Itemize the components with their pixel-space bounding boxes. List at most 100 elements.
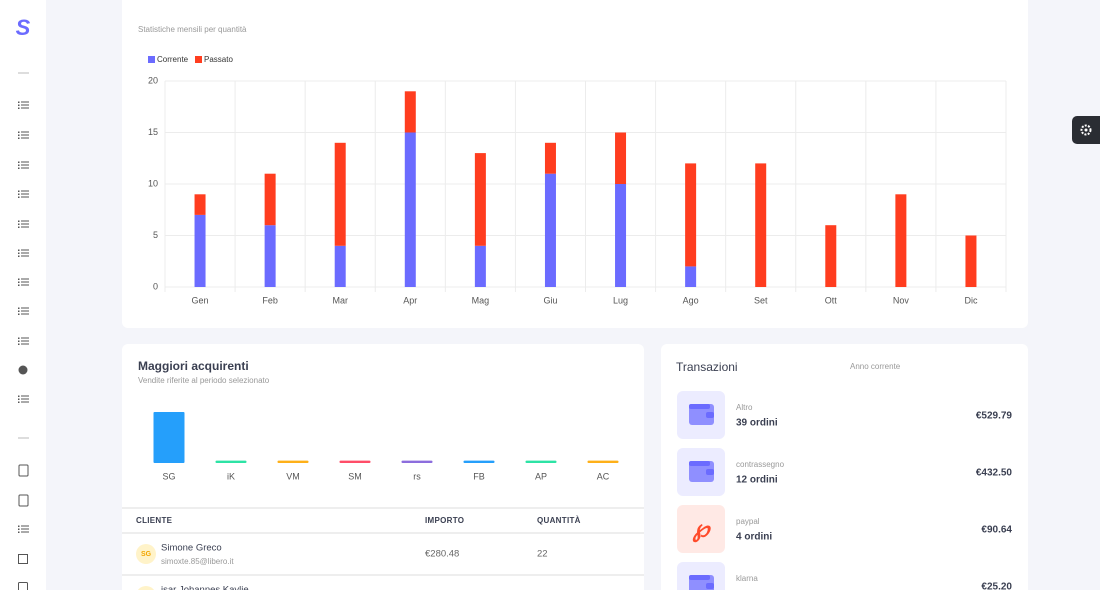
bar-segment bbox=[404, 91, 416, 133]
bar-segment bbox=[194, 214, 206, 287]
buyer-label: VM bbox=[286, 471, 300, 481]
buyer-bar bbox=[401, 460, 433, 463]
list-icon-dot bbox=[18, 220, 20, 222]
x-tick-label: Feb bbox=[262, 295, 278, 305]
wallet-icon-clasp bbox=[706, 583, 714, 589]
transaction-amount: €25.20 bbox=[981, 582, 1012, 590]
buyer-label: AC bbox=[597, 471, 610, 481]
x-tick-label: Nov bbox=[893, 295, 910, 305]
list-icon-dot bbox=[18, 223, 20, 225]
list-icon-dot bbox=[18, 196, 20, 198]
list-icon-dot bbox=[18, 161, 20, 163]
order-count: 4 ordini bbox=[736, 532, 772, 543]
x-tick-label: Lug bbox=[613, 295, 628, 305]
y-tick-label: 10 bbox=[148, 178, 158, 188]
bar-segment bbox=[685, 266, 697, 287]
list-icon-dot bbox=[18, 131, 20, 133]
buyer-label: iK bbox=[227, 471, 235, 481]
buyer-bar bbox=[277, 460, 309, 463]
badge-icon bbox=[18, 365, 28, 375]
logo[interactable]: S bbox=[16, 15, 31, 40]
bar-segment bbox=[965, 235, 977, 287]
x-tick-label: Gen bbox=[192, 295, 209, 305]
customer-email: simoxte.85@libero.it bbox=[161, 557, 234, 566]
table-header: CLIENTE bbox=[136, 516, 173, 525]
y-tick-label: 5 bbox=[153, 230, 158, 240]
wallet-icon-top bbox=[689, 404, 710, 409]
customer-name: Simone Greco bbox=[161, 543, 222, 554]
bar-segment bbox=[825, 225, 837, 287]
avatar bbox=[136, 544, 156, 564]
bar-segment bbox=[404, 132, 416, 287]
customer-name: isar Johannes Kaylie bbox=[161, 585, 249, 590]
paypal-icon-box bbox=[677, 505, 725, 553]
settings-icon bbox=[1080, 124, 1092, 136]
buyers-subtitle: Vendite riferite al periodo selezionato bbox=[138, 376, 270, 385]
list-icon-dot bbox=[18, 401, 20, 403]
list-icon-dot bbox=[18, 190, 20, 192]
buyer-bar bbox=[525, 460, 557, 463]
transactions-period: Anno corrente bbox=[850, 362, 901, 371]
bar-segment bbox=[474, 153, 486, 246]
order-count: 39 ordini bbox=[736, 418, 778, 429]
list-icon-dot bbox=[18, 193, 20, 195]
list-icon-dot bbox=[18, 252, 20, 254]
buyers-card bbox=[122, 344, 644, 590]
bar-segment bbox=[334, 142, 346, 246]
buyer-label: rs bbox=[413, 471, 421, 481]
transactions-title: Transazioni bbox=[676, 360, 738, 374]
y-tick-label: 0 bbox=[153, 281, 158, 291]
payment-method: klarna bbox=[736, 574, 758, 583]
list-icon-dot bbox=[18, 528, 20, 530]
bar-segment bbox=[685, 163, 697, 267]
box-icon bbox=[18, 582, 28, 590]
list-icon-dot bbox=[18, 164, 20, 166]
transaction-amount: €529.79 bbox=[976, 411, 1013, 422]
payment-method: Altro bbox=[736, 403, 753, 412]
paypal-icon: ℘ bbox=[692, 515, 712, 542]
list-icon-dot bbox=[18, 284, 20, 286]
list-icon-dot bbox=[18, 531, 20, 533]
table-header: QUANTITÀ bbox=[537, 516, 581, 525]
stats-card bbox=[122, 0, 1028, 328]
legend-label: Corrente bbox=[157, 55, 189, 64]
settings-icon-center bbox=[1084, 128, 1088, 132]
order-count: 12 ordini bbox=[736, 475, 778, 486]
sidebar-icons bbox=[18, 72, 29, 590]
buyer-label: AP bbox=[535, 471, 547, 481]
buyer-bar bbox=[339, 460, 371, 463]
list-icon-dot bbox=[18, 278, 20, 280]
legend-swatch bbox=[195, 56, 202, 63]
bar-segment bbox=[755, 163, 767, 287]
bar-segment bbox=[544, 142, 556, 174]
y-tick-label: 15 bbox=[148, 127, 158, 137]
bar-segment bbox=[615, 132, 627, 184]
sidebar bbox=[0, 0, 46, 590]
payment-method: contrassegno bbox=[736, 460, 785, 469]
bar-segment bbox=[615, 184, 627, 287]
x-tick-label: Dic bbox=[964, 295, 977, 305]
list-icon-dot bbox=[18, 398, 20, 400]
x-tick-label: Mag bbox=[472, 295, 490, 305]
chart-title: Statistiche mensili per quantità bbox=[138, 25, 247, 34]
legend-label: Passato bbox=[204, 55, 233, 64]
avatar-initials: SG bbox=[141, 551, 152, 558]
list-icon-dot bbox=[18, 340, 20, 342]
wallet-icon-clasp bbox=[706, 469, 714, 475]
list-icon-dot bbox=[18, 395, 20, 397]
x-tick-label: Ott bbox=[825, 295, 838, 305]
bar-segment bbox=[264, 225, 276, 287]
buyer-bar bbox=[587, 460, 619, 463]
bar-segment bbox=[474, 245, 486, 287]
list-icon-dot bbox=[18, 226, 20, 228]
legend-swatch bbox=[148, 56, 155, 63]
list-icon-dot bbox=[18, 249, 20, 251]
bar-segment bbox=[194, 194, 206, 215]
buyer-label: FB bbox=[473, 471, 485, 481]
book-icon bbox=[18, 464, 29, 477]
list-icon-dot bbox=[18, 107, 20, 109]
cube-icon bbox=[18, 554, 28, 564]
x-tick-label: Mar bbox=[332, 295, 348, 305]
x-tick-label: Apr bbox=[403, 295, 417, 305]
